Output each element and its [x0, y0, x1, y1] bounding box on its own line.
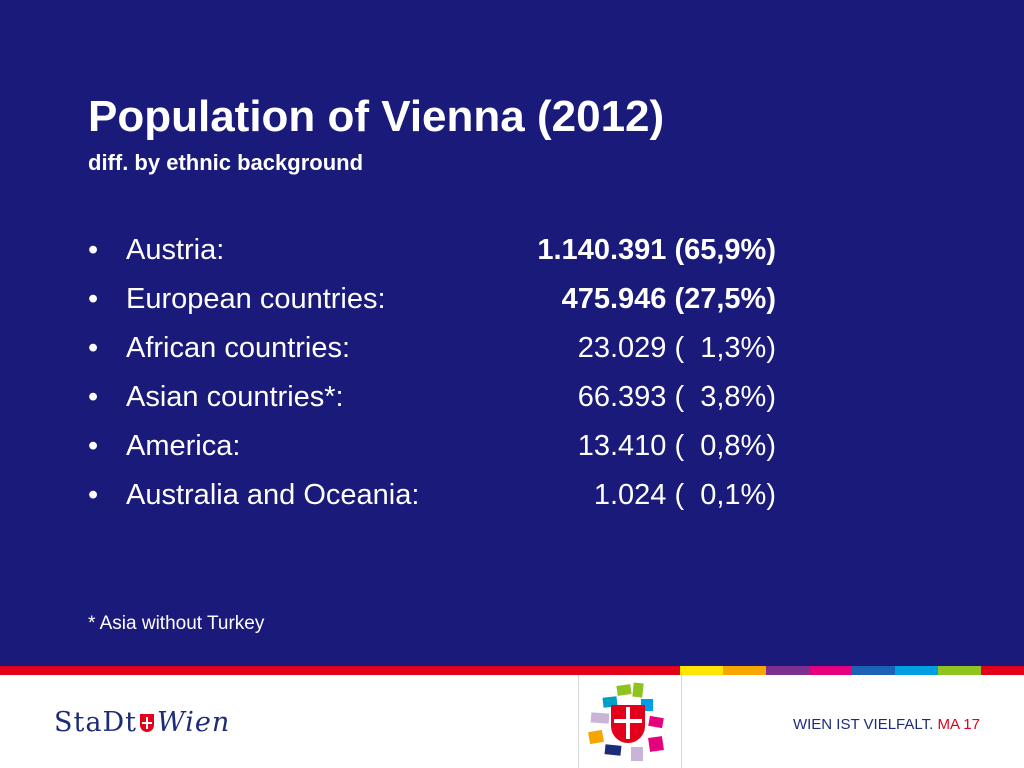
stripe-segment: [680, 666, 723, 675]
list-item: • Austria: 1.140.391 (65,9%): [88, 226, 788, 275]
mosaic-tile: [631, 747, 643, 761]
bullet-icon: •: [88, 479, 99, 511]
vielfalt-mosaic-logo: [578, 675, 682, 768]
population-list: • Austria: 1.140.391 (65,9%) • European …: [88, 226, 788, 520]
footnote: * Asia without Turkey: [88, 613, 265, 634]
list-item-value: 1.140.391 (65,9%): [537, 234, 776, 266]
footer-claim: WIEN IST VIELFALT. MA 17: [793, 716, 980, 733]
bullet-icon: •: [88, 332, 99, 364]
mosaic-tile: [616, 684, 632, 696]
stripe-segment: [895, 666, 938, 675]
list-item-label: Austria:: [126, 234, 225, 266]
footer: StaDt Wien WIEN IST VIELFALT. MA 17: [0, 675, 1024, 768]
page-title: Population of Vienna (2012): [88, 92, 665, 141]
list-item-value: 13.410 ( 0,8%): [577, 430, 776, 462]
stripe-segment: [766, 666, 809, 675]
vienna-shield-icon: [139, 713, 154, 732]
bullet-icon: •: [88, 430, 99, 462]
logo-text-left: StaDt: [54, 707, 137, 738]
page-subtitle: diff. by ethnic background: [88, 150, 364, 175]
list-item: • America: 13.410 ( 0,8%): [88, 422, 788, 471]
bullet-icon: •: [88, 381, 99, 413]
bullet-icon: •: [88, 234, 99, 266]
bullet-icon: •: [88, 283, 99, 315]
stadt-wien-logo[interactable]: StaDt Wien: [54, 707, 230, 738]
logo-text-right: Wien: [156, 707, 231, 738]
stripe-segment: [0, 666, 680, 675]
stripe-segment: [938, 666, 981, 675]
mosaic-tile: [648, 736, 664, 752]
mosaic-tile: [590, 712, 610, 724]
mosaic-tile: [626, 707, 630, 739]
stripe-segment: [981, 666, 1024, 675]
list-item-label: Australia and Oceania:: [126, 479, 420, 511]
list-item-value: 66.393 ( 3,8%): [577, 381, 776, 413]
list-item: • Asian countries*: 66.393 ( 3,8%): [88, 373, 788, 422]
stripe-segment: [723, 666, 766, 675]
mosaic-tile: [632, 682, 644, 698]
list-item-label: European countries:: [126, 283, 386, 315]
mosaic-tile: [614, 719, 642, 723]
stripe-segment: [809, 666, 852, 675]
claim-text: WIEN IST VIELFALT.: [792, 716, 934, 733]
color-stripe: [0, 666, 1024, 675]
mosaic-tile: [648, 715, 664, 729]
list-item-label: America:: [126, 430, 241, 462]
list-item-value: 1.024 ( 0,1%): [593, 479, 776, 511]
stripe-segment: [852, 666, 895, 675]
list-item: • African countries: 23.029 ( 1,3%): [88, 324, 788, 373]
list-item-value: 475.946 (27,5%): [561, 283, 776, 315]
list-item-label: African countries:: [126, 332, 351, 364]
list-item-value: 23.029 ( 1,3%): [577, 332, 776, 364]
mosaic-tile: [588, 729, 604, 745]
list-item: • Australia and Oceania: 1.024 ( 0,1%): [88, 471, 788, 520]
claim-tag: MA 17: [937, 716, 980, 733]
mosaic-tile: [604, 744, 622, 756]
list-item: • European countries: 475.946 (27,5%): [88, 275, 788, 324]
list-item-label: Asian countries*:: [126, 381, 344, 413]
